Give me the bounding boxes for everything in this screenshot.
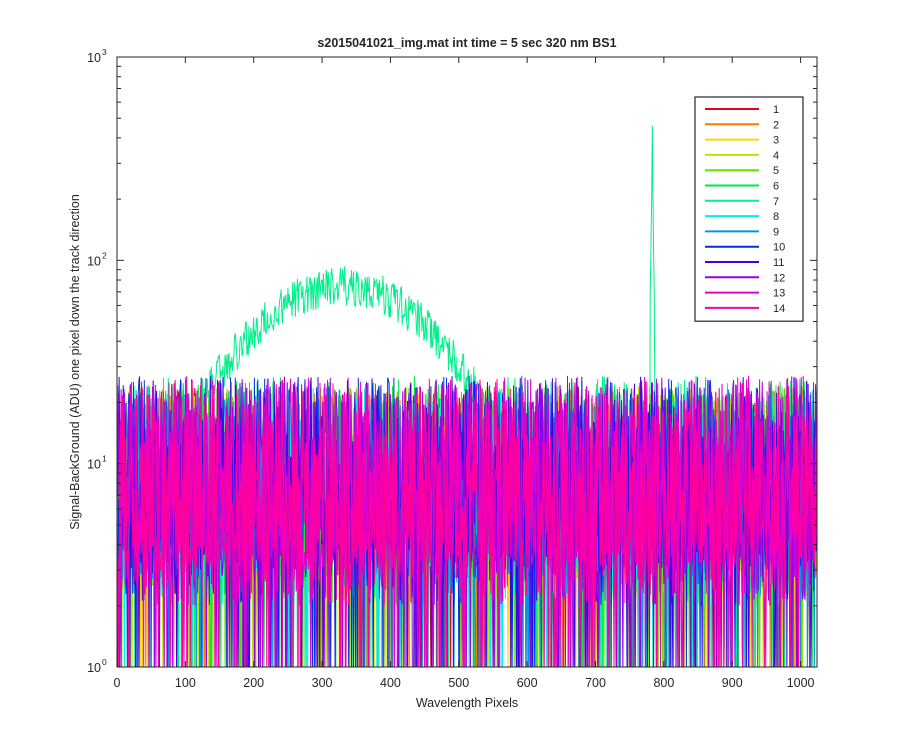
x-tick-label: 1000: [787, 676, 815, 690]
legend-label-12: 12: [773, 272, 785, 284]
legend-label-9: 9: [773, 226, 779, 238]
legend-label-14: 14: [773, 303, 785, 315]
y-tick-label: 10: [87, 661, 101, 675]
y-tick-label-exponent: 2: [102, 250, 107, 260]
x-tick-label: 700: [585, 676, 606, 690]
y-tick-label: 10: [87, 51, 101, 65]
x-tick-label: 500: [448, 676, 469, 690]
x-tick-label: 200: [243, 676, 264, 690]
x-tick-label: 300: [312, 676, 333, 690]
y-tick-label-exponent: 1: [102, 454, 107, 464]
x-tick-label: 100: [175, 676, 196, 690]
legend-label-4: 4: [773, 150, 779, 162]
x-tick-label: 600: [517, 676, 538, 690]
y-axis-label: Signal-BackGround (ADU) one pixel down t…: [68, 194, 82, 530]
x-tick-label: 0: [114, 676, 121, 690]
legend-label-7: 7: [773, 196, 779, 208]
legend-label-5: 5: [773, 165, 779, 177]
legend-label-10: 10: [773, 242, 785, 254]
x-axis-label: Wavelength Pixels: [416, 696, 518, 710]
legend-label-6: 6: [773, 181, 779, 193]
series-layer: [117, 125, 817, 667]
legend-label-1: 1: [773, 104, 779, 116]
legend-label-2: 2: [773, 119, 779, 131]
x-tick-label: 400: [380, 676, 401, 690]
legend-label-3: 3: [773, 135, 779, 147]
legend-label-8: 8: [773, 211, 779, 223]
legend-label-11: 11: [773, 257, 784, 269]
y-tick-label-exponent: 0: [102, 657, 107, 667]
x-tick-label: 800: [653, 676, 674, 690]
legend-label-13: 13: [773, 288, 785, 300]
x-tick-label: 900: [722, 676, 743, 690]
series-line-14: [117, 375, 817, 667]
chart-title: s2015041021_img.mat int time = 5 sec 320…: [317, 36, 616, 50]
y-tick-label-exponent: 3: [102, 47, 107, 57]
y-tick-label: 10: [87, 458, 101, 472]
y-tick-label: 10: [87, 254, 101, 268]
legend-box: [694, 96, 804, 322]
axes-box: [116, 56, 818, 668]
